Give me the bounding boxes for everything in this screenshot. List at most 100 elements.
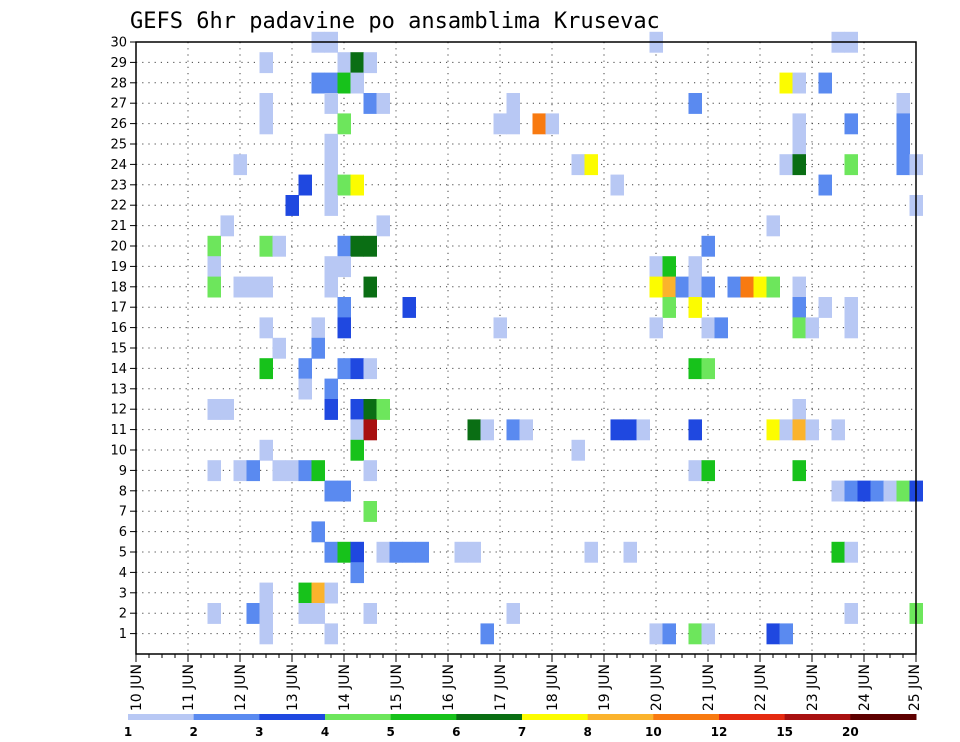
y-tick-label: 22 [110, 199, 127, 214]
data-cell [350, 562, 364, 584]
data-cell [701, 358, 715, 380]
y-tick-label: 11 [110, 423, 127, 438]
x-tick-label: 16 JUN [441, 664, 457, 711]
y-tick-label: 6 [119, 525, 127, 540]
data-cell [272, 460, 286, 482]
data-cell [493, 317, 507, 339]
data-cell [363, 460, 377, 482]
y-tick-label: 14 [110, 362, 127, 377]
data-cell [896, 133, 910, 155]
data-cell [220, 215, 234, 237]
data-cell [324, 174, 338, 196]
data-cell [831, 480, 845, 502]
data-cell [350, 358, 364, 380]
data-cell [662, 256, 676, 278]
data-cell [766, 215, 780, 237]
data-cell [688, 256, 702, 278]
data-cell [207, 235, 221, 257]
data-cell [545, 113, 559, 135]
data-cell [402, 297, 416, 318]
x-tick-label: 23 JUN [805, 664, 821, 711]
data-cell [350, 439, 364, 461]
data-cell [688, 93, 702, 114]
legend-swatch [719, 714, 786, 720]
data-cell [207, 460, 221, 482]
data-cell [818, 174, 832, 196]
x-tick-label: 12 JUN [233, 664, 249, 711]
x-tick-label: 15 JUN [389, 664, 405, 711]
data-cell [324, 623, 338, 645]
y-tick-label: 7 [119, 505, 127, 520]
x-tick-label: 13 JUN [285, 664, 301, 711]
data-cell [350, 419, 364, 441]
data-cell [792, 154, 806, 176]
data-cell [233, 276, 247, 298]
data-cell [376, 215, 390, 237]
data-cell [610, 174, 624, 196]
data-cell [480, 419, 494, 441]
data-cell [363, 501, 377, 522]
data-cell [233, 154, 247, 176]
data-cell [350, 174, 364, 196]
data-cell [311, 72, 325, 94]
data-cell [363, 399, 377, 420]
data-cell [272, 235, 286, 257]
legend-label: 3 [255, 725, 263, 739]
y-tick-label: 13 [110, 382, 127, 397]
data-cell [662, 297, 676, 318]
data-cell [623, 419, 637, 441]
data-cell [896, 154, 910, 176]
legend-swatch [259, 714, 326, 720]
y-tick-label: 28 [110, 76, 127, 91]
data-cell [857, 480, 871, 502]
legend-label: 1 [124, 725, 132, 739]
data-cell [883, 480, 897, 502]
y-tick-label: 21 [110, 219, 127, 234]
data-cell [792, 276, 806, 298]
data-cell [506, 113, 520, 135]
data-cell [649, 256, 663, 278]
data-cell [324, 256, 338, 278]
data-cell [324, 276, 338, 298]
legend-swatch [587, 714, 654, 720]
data-cell [259, 439, 273, 461]
data-cell [298, 378, 312, 400]
data-cell [519, 419, 533, 441]
data-cell [779, 623, 793, 645]
data-cell [896, 93, 910, 114]
data-cell [259, 623, 273, 645]
data-cell [818, 72, 832, 94]
data-cell [792, 72, 806, 94]
data-cell [311, 582, 325, 604]
data-cell [337, 72, 351, 94]
data-cell [844, 154, 858, 176]
data-cell [688, 276, 702, 298]
data-cell [506, 93, 520, 114]
data-cell [259, 235, 273, 257]
data-cell [363, 93, 377, 114]
data-cell [766, 276, 780, 298]
data-cell [415, 541, 429, 563]
x-tick-label: 22 JUN [753, 664, 769, 711]
data-cell [220, 399, 234, 420]
data-cell [324, 154, 338, 176]
data-cell [766, 623, 780, 645]
legend-label: 2 [189, 725, 197, 739]
x-tick-label: 24 JUN [857, 664, 873, 711]
data-cell [688, 419, 702, 441]
y-tick-label: 8 [119, 484, 127, 499]
data-cell [337, 541, 351, 563]
data-cell [350, 72, 364, 94]
legend-swatch [390, 714, 457, 720]
legend-swatch [522, 714, 589, 720]
data-cell [259, 276, 273, 298]
y-tick-label: 29 [110, 56, 127, 71]
data-cell [506, 419, 520, 441]
y-tick-label: 30 [110, 36, 127, 51]
legend-label: 12 [711, 725, 728, 739]
data-cell [363, 235, 377, 257]
data-cell [207, 256, 221, 278]
legend-label: 5 [386, 725, 394, 739]
x-tick-label: 11 JUN [181, 664, 197, 711]
data-cells [207, 31, 923, 645]
